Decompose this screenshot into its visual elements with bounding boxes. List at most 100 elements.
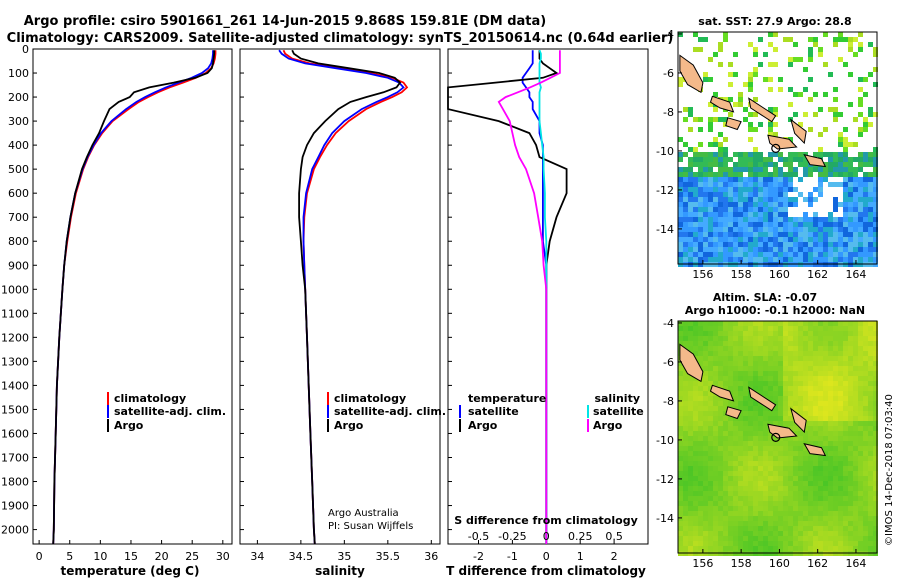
map-cell: [683, 446, 688, 451]
map-cell: [733, 102, 738, 107]
map-cell: [748, 366, 753, 371]
map-cell: [808, 496, 813, 501]
map-cell: [758, 516, 763, 521]
map-cell: [873, 341, 878, 346]
map-cell: [703, 182, 708, 187]
map-cell: [768, 501, 773, 506]
map-cell: [743, 341, 748, 346]
map-cell: [863, 431, 868, 436]
map-cell: [698, 356, 703, 361]
map-cell: [703, 541, 708, 546]
map-cell: [758, 366, 763, 371]
map-cell: [853, 446, 858, 451]
map-cell: [873, 521, 878, 526]
map-cell: [838, 371, 843, 376]
map-cell: [678, 456, 683, 461]
map-cell: [778, 436, 783, 441]
map-cell: [838, 456, 843, 461]
lat-tick-label: -12: [656, 184, 674, 197]
map-cell: [688, 162, 693, 167]
map-cell: [788, 87, 793, 92]
map-cell: [873, 257, 878, 262]
map-cell: [758, 531, 763, 536]
map-cell: [733, 381, 738, 386]
map-cell: [848, 466, 853, 471]
map-cell: [758, 212, 763, 217]
map-cell: [838, 386, 843, 391]
map-cell: [798, 506, 803, 511]
map-cell: [678, 326, 683, 331]
map-cell: [718, 436, 723, 441]
map-cell: [788, 57, 793, 62]
series-line-salinity-argo: [497, 50, 561, 544]
map-cell: [868, 242, 873, 247]
map-cell: [688, 172, 693, 177]
map-cell: [823, 222, 828, 227]
map-cell: [688, 252, 693, 257]
map-cell: [788, 476, 793, 481]
map-cell: [748, 421, 753, 426]
map-cell: [683, 391, 688, 396]
map-cell: [728, 202, 733, 207]
map-cell: [733, 152, 738, 157]
map-cell: [773, 252, 778, 257]
map-cell: [693, 406, 698, 411]
map-cell: [683, 476, 688, 481]
map-cell: [793, 481, 798, 486]
map-cell: [693, 496, 698, 501]
map-cell: [833, 117, 838, 122]
island-landmass: [725, 117, 742, 131]
map-cell: [748, 252, 753, 257]
map-cell: [748, 446, 753, 451]
depth-tick-label: 600: [8, 187, 29, 200]
map-cell: [858, 197, 863, 202]
lat-tick-label: -12: [656, 473, 674, 486]
map-cell: [813, 441, 818, 446]
map-cell: [808, 202, 813, 207]
map-cell: [693, 257, 698, 262]
salinity-legend: climatology satellite-adj. clim. Argo: [327, 392, 446, 432]
map-cell: [728, 376, 733, 381]
map-cell: [728, 326, 733, 331]
map-cell: [793, 112, 798, 117]
map-cell: [763, 212, 768, 217]
map-cell: [783, 496, 788, 501]
map-cell: [868, 217, 873, 222]
map-cell: [763, 247, 768, 252]
map-cell: [683, 526, 688, 531]
map-cell: [868, 371, 873, 376]
map-cell: [773, 107, 778, 112]
map-cell: [838, 541, 843, 546]
map-cell: [738, 511, 743, 516]
lat-tick-label: -4: [663, 28, 674, 41]
map-cell: [703, 461, 708, 466]
map-cell: [688, 152, 693, 157]
map-cell: [733, 242, 738, 247]
map-cell: [723, 331, 728, 336]
map-cell: [738, 187, 743, 192]
map-cell: [868, 326, 873, 331]
map-cell: [788, 481, 793, 486]
map-cell: [853, 426, 858, 431]
map-cell: [693, 152, 698, 157]
map-cell: [738, 341, 743, 346]
map-cell: [803, 426, 808, 431]
map-cell: [843, 37, 848, 42]
map-cell: [683, 421, 688, 426]
map-cell: [713, 336, 718, 341]
map-cell: [818, 217, 823, 222]
map-cell: [843, 237, 848, 242]
map-cell: [783, 167, 788, 172]
map-cell: [783, 247, 788, 252]
map-cell: [843, 521, 848, 526]
map-cell: [703, 252, 708, 257]
map-cell: [848, 72, 853, 77]
map-cell: [693, 506, 698, 511]
map-cell: [788, 187, 793, 192]
lat-tick-label: -14: [656, 512, 674, 525]
map-cell: [688, 521, 693, 526]
map-cell: [768, 536, 773, 541]
map-cell: [848, 257, 853, 262]
map-cell: [838, 461, 843, 466]
map-cell: [843, 232, 848, 237]
